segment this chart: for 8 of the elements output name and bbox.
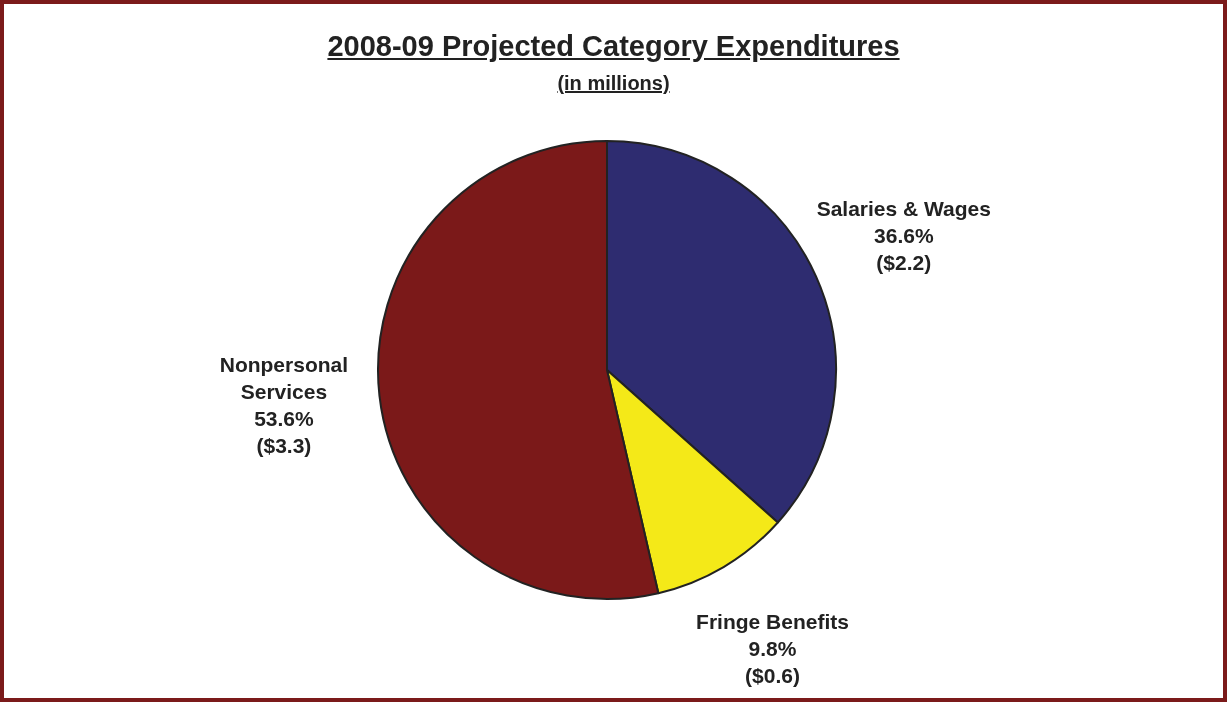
data-label: 53.6% ($3.3) (254, 407, 314, 457)
chart-title: 2008-09 Projected Category Expenditures (326, 30, 901, 63)
data-label: 9.8% ($0.6) (745, 636, 800, 687)
slice-label: Salaries & Wages (816, 196, 991, 220)
slice-label: Fringe Benefits (696, 609, 849, 633)
chart-subtitle: (in millions) (556, 72, 671, 95)
data-label: 36.6% ($2.2) (874, 223, 934, 274)
slice-label: Nonpersonal Services (219, 353, 349, 403)
